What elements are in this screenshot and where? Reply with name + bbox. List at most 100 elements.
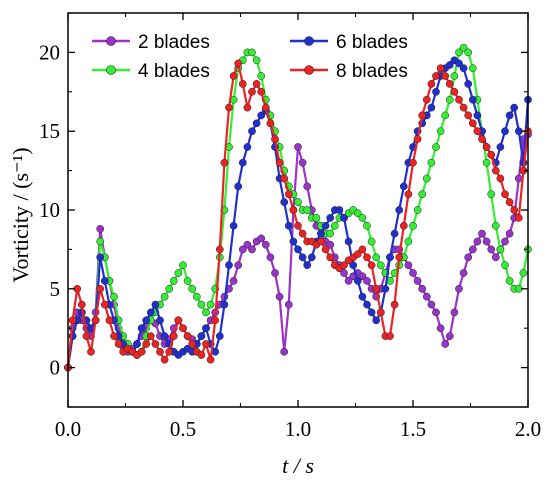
data-point [340,214,348,222]
data-point [82,332,91,340]
data-point [133,340,141,348]
data-point [432,72,440,80]
data-point [367,308,376,317]
x-tick-label: 2.0 [515,417,541,441]
data-point [271,269,279,277]
data-point [225,261,233,270]
legend-item: 4 blades [92,61,210,82]
data-point [238,158,247,167]
data-point [197,351,206,359]
data-point [215,245,224,254]
data-point [404,237,413,246]
data-point [422,292,431,301]
data-point [450,87,459,96]
data-point [151,340,160,348]
data-point [473,111,482,120]
data-point [436,127,445,136]
data-point [399,221,408,230]
data-point [211,316,220,325]
y-tick-label: 5 [50,277,61,301]
data-point [202,340,210,348]
data-point [395,253,404,262]
data-point [266,253,275,262]
data-point [68,316,77,325]
data-point [252,119,261,128]
data-point [229,277,238,285]
data-point [243,103,252,112]
data-point [344,237,353,246]
data-point [519,269,528,277]
data-point [335,206,344,214]
data-point [294,143,302,151]
data-point [326,229,335,238]
data-point [510,103,519,112]
legend-label: 4 blades [138,61,210,82]
data-point [284,221,293,230]
data-point [404,190,413,199]
data-point [468,95,477,104]
data-point [501,127,509,136]
data-point [459,43,468,52]
data-point [229,72,238,80]
data-point [372,253,381,262]
data-point [455,284,463,293]
data-point [432,143,440,151]
data-point [261,103,270,112]
data-point [459,269,468,277]
data-point [234,182,243,191]
data-point [303,206,312,214]
series-line [66,62,530,368]
data-point [110,332,118,340]
data-point [367,261,376,270]
data-point [303,261,312,270]
data-point [179,324,187,333]
data-point [234,59,243,68]
data-point [427,80,436,88]
data-point [257,72,266,80]
data-point [271,135,279,143]
y-tick-label: 0 [50,356,61,380]
data-point [358,245,367,254]
data-point [436,324,445,333]
legend: 2 blades 4 blades 6 blades 8 blades [92,32,408,82]
x-tick-label: 0.5 [170,417,196,441]
data-point [436,64,445,73]
data-point [317,229,325,238]
data-point [381,284,390,293]
data-point [501,261,509,270]
data-point [478,135,486,143]
data-point [257,111,266,120]
y-axis-title: Vorticity / (s⁻¹) [8,147,33,282]
y-tick-label: 10 [39,198,60,222]
data-point [160,355,169,364]
data-point [413,206,422,214]
data-point [491,253,500,262]
y-tick-label: 20 [39,40,60,64]
legend-swatch-marker [304,36,314,46]
data-point [409,158,417,167]
data-point [358,272,367,281]
data-point [326,253,335,262]
data-point [96,237,105,246]
data-point [372,284,381,293]
data-point [445,80,454,88]
data-point [248,127,256,136]
data-point [160,292,169,301]
data-point [220,158,229,167]
data-point [202,324,210,333]
data-point [248,245,256,254]
data-point [326,214,335,222]
legend-label: 8 blades [336,61,408,82]
data-point [505,111,514,120]
data-point [445,95,454,104]
data-point [215,332,224,340]
data-point [427,103,436,112]
data-point [289,237,298,246]
data-point [321,245,330,254]
data-point [105,316,114,325]
data-point [376,308,385,317]
data-point [294,198,302,206]
data-point [372,316,381,325]
data-point [238,80,247,88]
data-point [353,277,362,285]
